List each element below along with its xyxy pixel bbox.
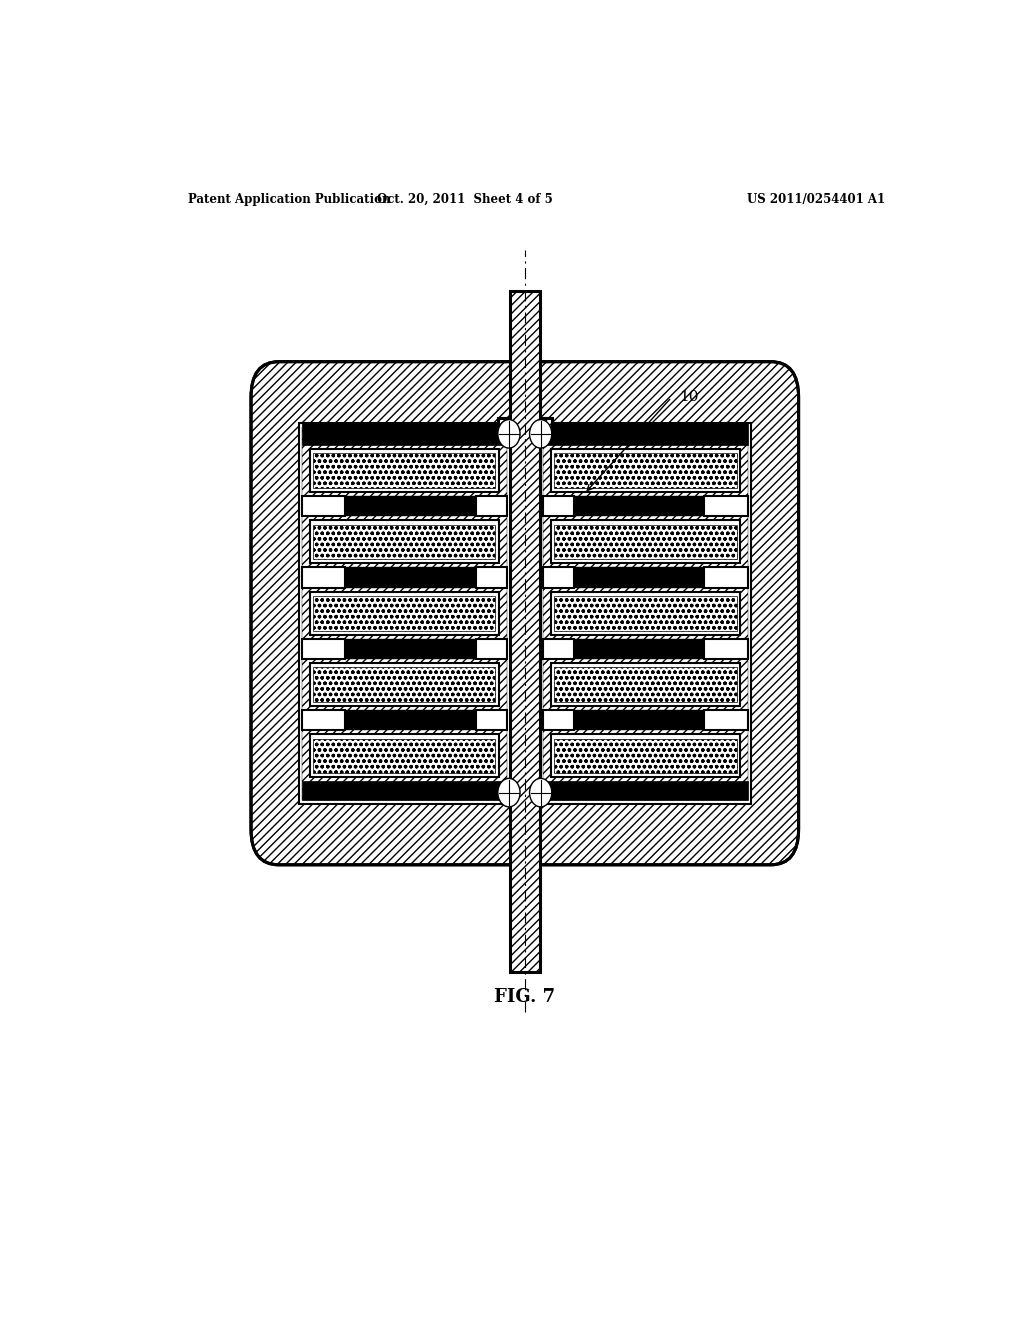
Bar <box>543 639 573 659</box>
Bar <box>302 426 507 800</box>
Bar <box>476 496 507 516</box>
Text: 10: 10 <box>680 391 699 404</box>
Bar <box>302 639 345 659</box>
Bar <box>302 496 507 516</box>
Bar <box>510 290 540 972</box>
Bar <box>705 568 748 587</box>
Text: US 2011/0254401 A1: US 2011/0254401 A1 <box>748 193 885 206</box>
Bar <box>554 595 736 631</box>
Bar <box>309 449 499 492</box>
Bar <box>498 417 552 440</box>
Bar <box>543 422 748 445</box>
Bar <box>302 781 507 800</box>
Text: Patent Application Publication: Patent Application Publication <box>187 193 390 206</box>
Bar <box>705 710 748 730</box>
Bar <box>302 710 507 730</box>
Circle shape <box>529 420 552 447</box>
Text: FIG. 7: FIG. 7 <box>495 987 555 1006</box>
Bar <box>705 496 748 516</box>
Bar <box>543 710 573 730</box>
Bar <box>498 417 552 440</box>
Bar <box>510 290 540 972</box>
Bar <box>551 449 740 492</box>
Bar <box>554 524 736 560</box>
Bar <box>543 568 748 587</box>
Bar <box>302 710 345 730</box>
Bar <box>476 568 507 587</box>
Bar <box>551 520 740 564</box>
Bar <box>543 496 573 516</box>
Bar <box>313 667 496 702</box>
Bar <box>705 639 748 659</box>
Bar <box>543 710 748 730</box>
Bar <box>543 496 748 516</box>
Bar <box>309 734 499 777</box>
Bar <box>543 426 748 800</box>
Text: Oct. 20, 2011  Sheet 4 of 5: Oct. 20, 2011 Sheet 4 of 5 <box>378 193 553 206</box>
Bar <box>551 734 740 777</box>
Bar <box>309 591 499 635</box>
Bar <box>309 520 499 564</box>
Bar <box>551 663 740 706</box>
FancyBboxPatch shape <box>251 362 799 865</box>
Bar <box>543 639 748 659</box>
Bar <box>313 524 496 560</box>
Bar <box>543 426 748 800</box>
Circle shape <box>498 420 520 447</box>
Bar <box>313 595 496 631</box>
Bar <box>554 739 736 774</box>
Bar <box>476 710 507 730</box>
Bar <box>299 422 751 804</box>
Bar <box>554 667 736 702</box>
Bar <box>510 290 540 972</box>
Circle shape <box>529 779 552 807</box>
Bar <box>554 453 736 488</box>
Bar <box>498 417 552 440</box>
Bar <box>299 422 751 804</box>
Circle shape <box>498 779 520 807</box>
Bar <box>543 781 748 800</box>
Bar <box>302 496 345 516</box>
Bar <box>302 422 507 445</box>
Bar <box>302 639 507 659</box>
Bar <box>551 591 740 635</box>
Bar <box>302 426 507 800</box>
Bar <box>302 568 507 587</box>
Bar <box>543 568 573 587</box>
Bar <box>302 568 345 587</box>
Bar <box>313 453 496 488</box>
Bar <box>309 663 499 706</box>
Bar <box>313 739 496 774</box>
Bar <box>476 639 507 659</box>
